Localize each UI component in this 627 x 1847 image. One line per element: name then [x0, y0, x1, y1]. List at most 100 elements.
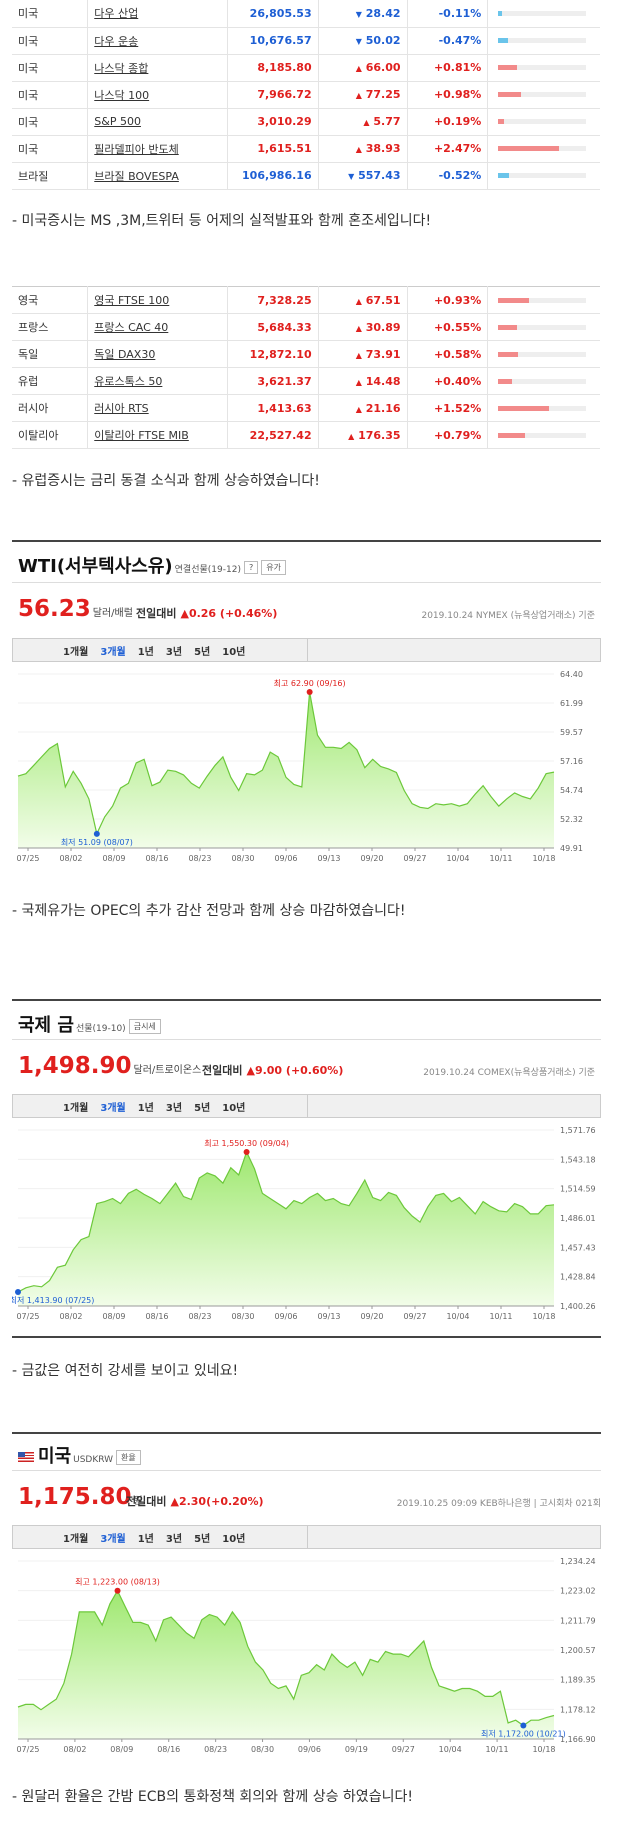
change-cell: ▲ 21.16 — [318, 394, 408, 422]
bar-cell — [487, 340, 600, 368]
period-tab[interactable]: 1년 — [137, 646, 154, 658]
usdkrw-price: 1,175.80 원 — [18, 1484, 143, 1510]
index-row: 이탈리아 이탈리아 FTSE MIB 22,527.42 ▲ 176.35 +0.79% — [12, 421, 600, 449]
period-tab[interactable]: 10년 — [222, 1533, 246, 1545]
price-cell: 106,986.16 — [227, 162, 319, 190]
fx-note: - 원달러 환율은 간밤 ECB의 통화정책 회의와 함께 상승 하였습니다! — [12, 1789, 413, 1805]
index-row: 미국 다우 산업 26,805.53 ▼ 28.42 -0.11% — [12, 0, 600, 28]
us-index-table: 미국 다우 산업 26,805.53 ▼ 28.42 -0.11% 미국 다우 운송 10,6… — [12, 0, 600, 190]
index-link[interactable]: 다우 운송 — [94, 34, 139, 48]
high-label: 최고 1,550.30 (09/04) — [204, 1138, 289, 1148]
period-tab[interactable]: 3개월 — [100, 1102, 126, 1114]
gold-panel: 국제 금 선물(19-10) 금시세 1,498.90 달러/트로이온스 전일대비 ▲9… — [12, 999, 601, 1338]
x-tick-label: 09/06 — [274, 854, 297, 863]
usdkrw-tag-button[interactable]: 환율 — [116, 1449, 141, 1465]
y-tick-label: 59.57 — [560, 728, 583, 737]
up-arrow-icon: ▲ — [355, 404, 362, 414]
low-marker — [93, 830, 100, 837]
period-tab[interactable]: 5년 — [194, 1102, 211, 1114]
bar-cell — [487, 162, 600, 190]
index-link[interactable]: 나스닥 종합 — [94, 61, 149, 75]
index-link[interactable]: 이탈리아 FTSE MIB — [94, 429, 189, 442]
high-marker — [306, 689, 313, 696]
up-arrow-icon: ▲ — [355, 64, 362, 73]
percent-cell: -0.52% — [407, 162, 489, 190]
x-tick-label: 08/30 — [231, 854, 254, 863]
y-tick-label: 1,457.43 — [560, 1243, 596, 1252]
index-link[interactable]: 나스닥 100 — [94, 88, 150, 102]
index-link[interactable]: 러시아 RTS — [94, 402, 149, 415]
wti-date: 2019.10.24 NYMEX (뉴욕상업거래소) 기준 — [421, 611, 595, 621]
x-tick-label: 08/30 — [231, 1312, 254, 1321]
period-tab[interactable]: 5년 — [194, 646, 211, 658]
change-bar — [498, 297, 587, 303]
percent-cell: +1.52% — [407, 394, 489, 422]
x-tick-label: 08/02 — [59, 854, 82, 863]
x-tick-label: 10/11 — [486, 1745, 509, 1754]
usdkrw-period-tabs: 1개월 3개월 1년 3년 5년 10년 — [12, 1525, 601, 1549]
country-cell: 독일 — [12, 340, 89, 368]
index-link[interactable]: 다우 산업 — [94, 7, 139, 21]
wti-period-tabs: 1개월 3개월 1년 3년 5년 10년 — [12, 638, 601, 662]
y-tick-label: 1,200.57 — [560, 1646, 596, 1655]
index-link[interactable]: S&P 500 — [94, 115, 141, 128]
y-tick-label: 1,571.76 — [560, 1126, 596, 1135]
period-tab[interactable]: 3년 — [165, 1102, 183, 1114]
low-label: 최저 1,172.00 (10/21) — [481, 1729, 566, 1739]
index-link[interactable]: 영국 FTSE 100 — [94, 294, 170, 307]
period-tab[interactable]: 1개월 — [63, 646, 89, 658]
percent-cell: +0.79% — [407, 421, 489, 449]
y-tick-label: 1,234.24 — [560, 1557, 596, 1566]
country-cell: 미국 — [12, 108, 89, 136]
x-tick-label: 09/20 — [360, 1312, 383, 1321]
index-row: 유럽 유로스톡스 50 3,621.37 ▲ 14.48 +0.40% — [12, 367, 600, 395]
down-arrow-icon: ▼ — [355, 37, 362, 46]
index-name-cell: 프랑스 CAC 40 — [87, 313, 228, 341]
index-link[interactable]: 브라질 BOVESPA — [94, 169, 179, 183]
period-tab[interactable]: 10년 — [222, 646, 246, 658]
wti-tag-button[interactable]: 유가 — [261, 559, 286, 575]
gold-date: 2019.10.24 COMEX(뉴욕상품거래소) 기준 — [423, 1068, 595, 1078]
index-row: 미국 나스닥 100 7,966.72 ▲ 77.25 +0.98% — [12, 81, 600, 109]
wti-title: WTI(서부텍사스유) 연결선물(19-12)? 유가 — [18, 552, 286, 578]
usdkrw-change: 전일대비 ▲2.30(+0.20%) — [126, 1495, 264, 1508]
x-tick-label: 10/18 — [532, 1312, 555, 1321]
x-tick-label: 09/27 — [403, 854, 426, 863]
period-tab[interactable]: 1년 — [137, 1533, 154, 1545]
percent-cell: +0.93% — [407, 286, 489, 314]
index-name-cell: 이탈리아 FTSE MIB — [87, 421, 228, 449]
gold-title: 국제 금 선물(19-10) 금시세 — [18, 1011, 161, 1037]
period-tab[interactable]: 10년 — [222, 1102, 246, 1114]
index-link[interactable]: 프랑스 CAC 40 — [94, 321, 169, 334]
oil-note: - 국제유가는 OPEC의 추가 감산 전망과 함께 상승 마감하였습니다! — [12, 903, 406, 919]
price-cell: 10,676.57 — [227, 27, 319, 55]
period-tab[interactable]: 3년 — [165, 1533, 183, 1545]
x-tick-label: 10/04 — [446, 854, 469, 863]
country-cell: 이탈리아 — [12, 421, 89, 449]
x-tick-label: 08/23 — [188, 854, 211, 863]
period-tab[interactable]: 1년 — [137, 1102, 154, 1114]
change-bar — [498, 65, 587, 70]
index-link[interactable]: 유로스톡스 50 — [94, 375, 163, 388]
eu-market-note: - 유럽증시는 금리 동결 소식과 함께 상승하였습니다! — [12, 473, 320, 489]
period-tab[interactable]: 3년 — [165, 646, 183, 658]
y-tick-label: 1,400.26 — [560, 1302, 596, 1311]
x-tick-label: 10/04 — [446, 1312, 469, 1321]
wti-info-button[interactable]: ? — [243, 560, 259, 574]
change-bar — [498, 378, 587, 384]
wti-panel: WTI(서부텍사스유) 연결선물(19-12)? 유가 56.23 달러/배럴 전일대… — [12, 540, 601, 876]
period-tab[interactable]: 3개월 — [100, 1533, 126, 1545]
gold-tag-button[interactable]: 금시세 — [128, 1018, 161, 1034]
y-tick-label: 1,166.90 — [560, 1735, 596, 1744]
period-tab[interactable]: 1개월 — [63, 1102, 89, 1114]
series-line — [17, 1150, 555, 1293]
x-tick-label: 08/16 — [145, 854, 168, 863]
price-cell: 7,966.72 — [227, 81, 319, 109]
period-tab[interactable]: 5년 — [194, 1533, 211, 1545]
change-bar — [498, 38, 587, 43]
index-link[interactable]: 필라델피아 반도체 — [94, 142, 179, 156]
index-link[interactable]: 독일 DAX30 — [94, 348, 156, 361]
percent-cell: +0.19% — [407, 108, 489, 136]
period-tab[interactable]: 3개월 — [100, 646, 126, 658]
period-tab[interactable]: 1개월 — [63, 1533, 89, 1545]
